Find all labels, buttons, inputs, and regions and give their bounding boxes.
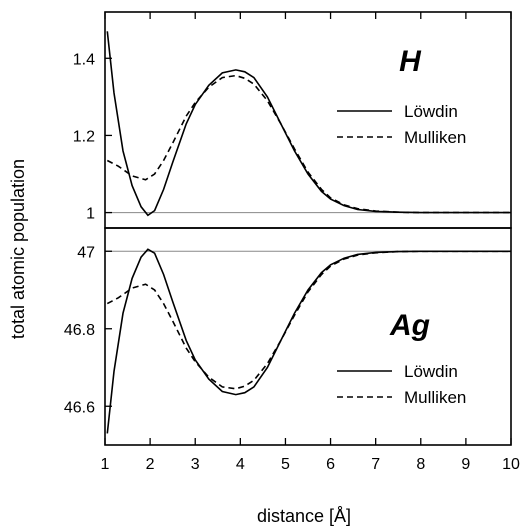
legend-label: Mulliken <box>404 388 466 407</box>
x-tick-label: 4 <box>236 456 245 473</box>
y-tick-label: 1.4 <box>73 51 95 68</box>
x-tick-label: 7 <box>371 456 380 473</box>
panel-label: H <box>399 45 422 78</box>
panel-h: 1 1.2 1.4 H Löwdin Mulliken <box>73 11 512 229</box>
plot-panels: 11.21.4 HLöwdinMulliken46.646.847AgLöwdin… <box>64 11 520 473</box>
panel-frame <box>104 227 512 446</box>
series-line-lwdin <box>106 31 511 217</box>
x-axis-title: distance [Å] <box>257 506 351 526</box>
x-tick-label: 6 <box>326 456 335 473</box>
x-tick-label: 1 <box>101 456 110 473</box>
x-tick-label: 8 <box>416 456 425 473</box>
x-tick-label: 5 <box>281 456 290 473</box>
y-axis-title: total atomic population <box>8 159 28 339</box>
y-tick-label: 46.8 <box>64 322 95 339</box>
x-tick-label: 2 <box>146 456 155 473</box>
x-tick-label: 10 <box>502 456 520 473</box>
legend-label: Mulliken <box>404 128 466 147</box>
y-tick-label: 1 <box>86 206 95 223</box>
y-tick-label: 46.6 <box>64 399 95 416</box>
legend-label: Löwdin <box>404 362 458 381</box>
y-tick-label: 47 <box>77 244 95 261</box>
x-tick-label: 9 <box>461 456 470 473</box>
panel-ag: 46.6 46.8 47 Ag Löwdin Mulliken <box>64 227 512 446</box>
y-tick-label: 1.2 <box>73 128 95 145</box>
panel-label: Ag <box>389 309 430 342</box>
legend-label: Löwdin <box>404 102 458 121</box>
x-tick-label: 3 <box>191 456 200 473</box>
